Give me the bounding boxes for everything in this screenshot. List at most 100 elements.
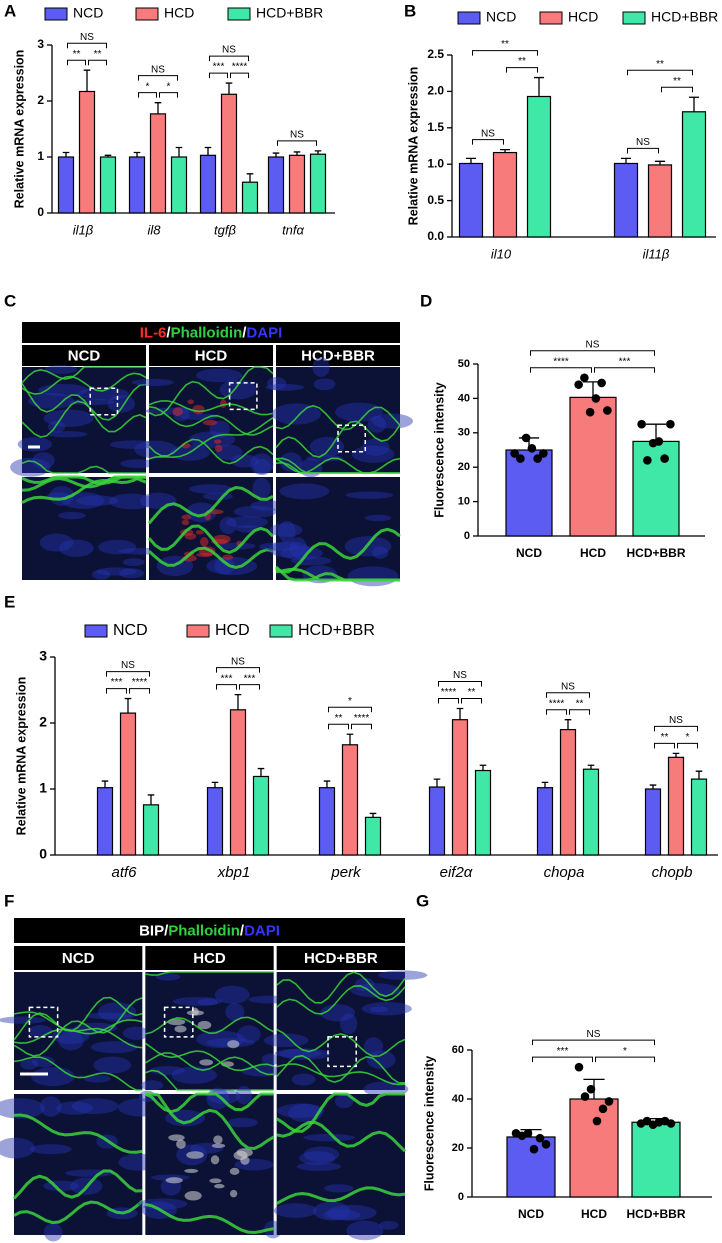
significance-label: ***: [557, 1046, 569, 1057]
phalloidin-stain: [276, 1063, 406, 1086]
significance-bracket: [216, 684, 237, 690]
title-part: IL-6: [140, 324, 167, 341]
nuclei-stain: [250, 453, 274, 476]
bar: [474, 769, 492, 856]
error-bar: [564, 719, 572, 730]
y-tick-label: 1.0: [427, 156, 444, 170]
nuclei-stain: [323, 1209, 361, 1221]
marker-stain: [187, 399, 194, 405]
significance-bracket: [209, 55, 249, 62]
bar: [526, 95, 552, 238]
data-point: [527, 443, 537, 453]
y-tick-label: 1.5: [427, 120, 444, 134]
y-tick-label: 60: [452, 1044, 464, 1056]
nuclei-stain: [225, 516, 269, 528]
panel-label: D: [420, 291, 432, 310]
column-label: HCD: [195, 347, 228, 364]
data-point: [585, 407, 595, 417]
panel-label: E: [4, 592, 15, 611]
phalloidin-stain: [21, 475, 147, 486]
phalloidin-stain: [13, 997, 143, 1057]
error-bar: [587, 764, 595, 770]
legend-swatch: [84, 624, 108, 638]
significance-label: NS: [222, 45, 236, 56]
significance-bracket: [67, 59, 86, 66]
y-tick-label: 3: [37, 37, 44, 51]
column-label: HCD+BBR: [304, 950, 378, 967]
nuclei-stain: [58, 511, 86, 520]
phalloidin-stain: [13, 1056, 143, 1091]
nuclei-stain: [49, 486, 75, 506]
significance-bracket: [67, 42, 107, 49]
nuclei-stain: [58, 1031, 84, 1051]
y-tick-label: 1: [37, 149, 44, 163]
phalloidin-stain: [13, 996, 143, 1041]
nuclei-stain: [363, 1037, 384, 1056]
legend-swatch: [227, 7, 251, 21]
nuclei-stain: [303, 1146, 340, 1163]
data-point: [535, 1133, 545, 1143]
significance-bracket: [230, 72, 249, 79]
image-title: IL-6/Phalloidin/DAPI: [140, 324, 283, 341]
nuclei-stain: [40, 1096, 62, 1117]
phalloidin-stain: [275, 1092, 405, 1133]
significance-bracket: [277, 140, 317, 146]
data-point: [533, 454, 542, 463]
nuclei-stain: [258, 542, 300, 551]
data-point: [580, 373, 589, 383]
nuclei-stain: [269, 523, 303, 537]
nuclei-stain: [371, 413, 414, 429]
nuclei-stain: [320, 1004, 356, 1022]
legend-label: NCD: [486, 9, 516, 25]
phalloidin-stain: [275, 457, 401, 474]
nuclei-stain: [299, 458, 323, 478]
y-tick-label: 0.5: [427, 193, 444, 207]
phalloidin-stain: [148, 366, 274, 417]
phalloidin-stain: [275, 457, 400, 474]
phalloidin-stain: [21, 383, 147, 433]
significance-label: *: [146, 81, 150, 92]
legend-swatch: [622, 11, 646, 25]
data-point: [591, 394, 601, 403]
bar: [229, 709, 247, 856]
significance-bracket: [138, 75, 178, 81]
data-point: [516, 454, 525, 463]
nuclei-stain: [189, 484, 233, 494]
marker-stain: [199, 537, 209, 547]
significance-bracket: [677, 742, 698, 749]
error-bar: [541, 781, 549, 788]
title-part: /: [164, 922, 169, 939]
bar: [644, 788, 662, 856]
nuclei-stain: [366, 1050, 396, 1069]
legend-label: HCD: [164, 5, 194, 21]
significance-bracket: [506, 67, 538, 73]
x-tick-label: chopa: [544, 864, 585, 881]
data-point: [539, 449, 548, 458]
x-tick-label: HCD+BBR: [626, 546, 685, 560]
marker-stain: [214, 1183, 225, 1189]
title-bar: [14, 918, 405, 943]
phalloidin-stain: [21, 475, 147, 505]
error-bar: [369, 812, 377, 818]
nuclei-stain: [214, 557, 235, 575]
nuclei-stain: [209, 420, 231, 439]
nuclei-stain: [377, 970, 428, 980]
nuclei-stain: [109, 440, 158, 449]
significance-bracket: [159, 92, 178, 98]
nuclei-stain: [119, 568, 145, 579]
marker-stain: [211, 1143, 226, 1148]
nuclei-stain: [20, 1058, 38, 1070]
y-axis-label: Fluorescence intensity: [432, 382, 446, 518]
nuclei-stain: [225, 1002, 245, 1021]
nuclei-stain: [215, 444, 243, 461]
nuclei-stain: [335, 402, 384, 422]
significance-label: ****: [441, 687, 457, 698]
bar: [252, 775, 270, 856]
error-bar: [154, 102, 162, 114]
nuclei-stain: [98, 539, 137, 555]
significance-label: NS: [290, 129, 304, 140]
marker-stain: [192, 404, 205, 415]
nuclei-stain: [107, 395, 136, 413]
data-point: [592, 1116, 602, 1126]
error-bar: [234, 693, 242, 710]
